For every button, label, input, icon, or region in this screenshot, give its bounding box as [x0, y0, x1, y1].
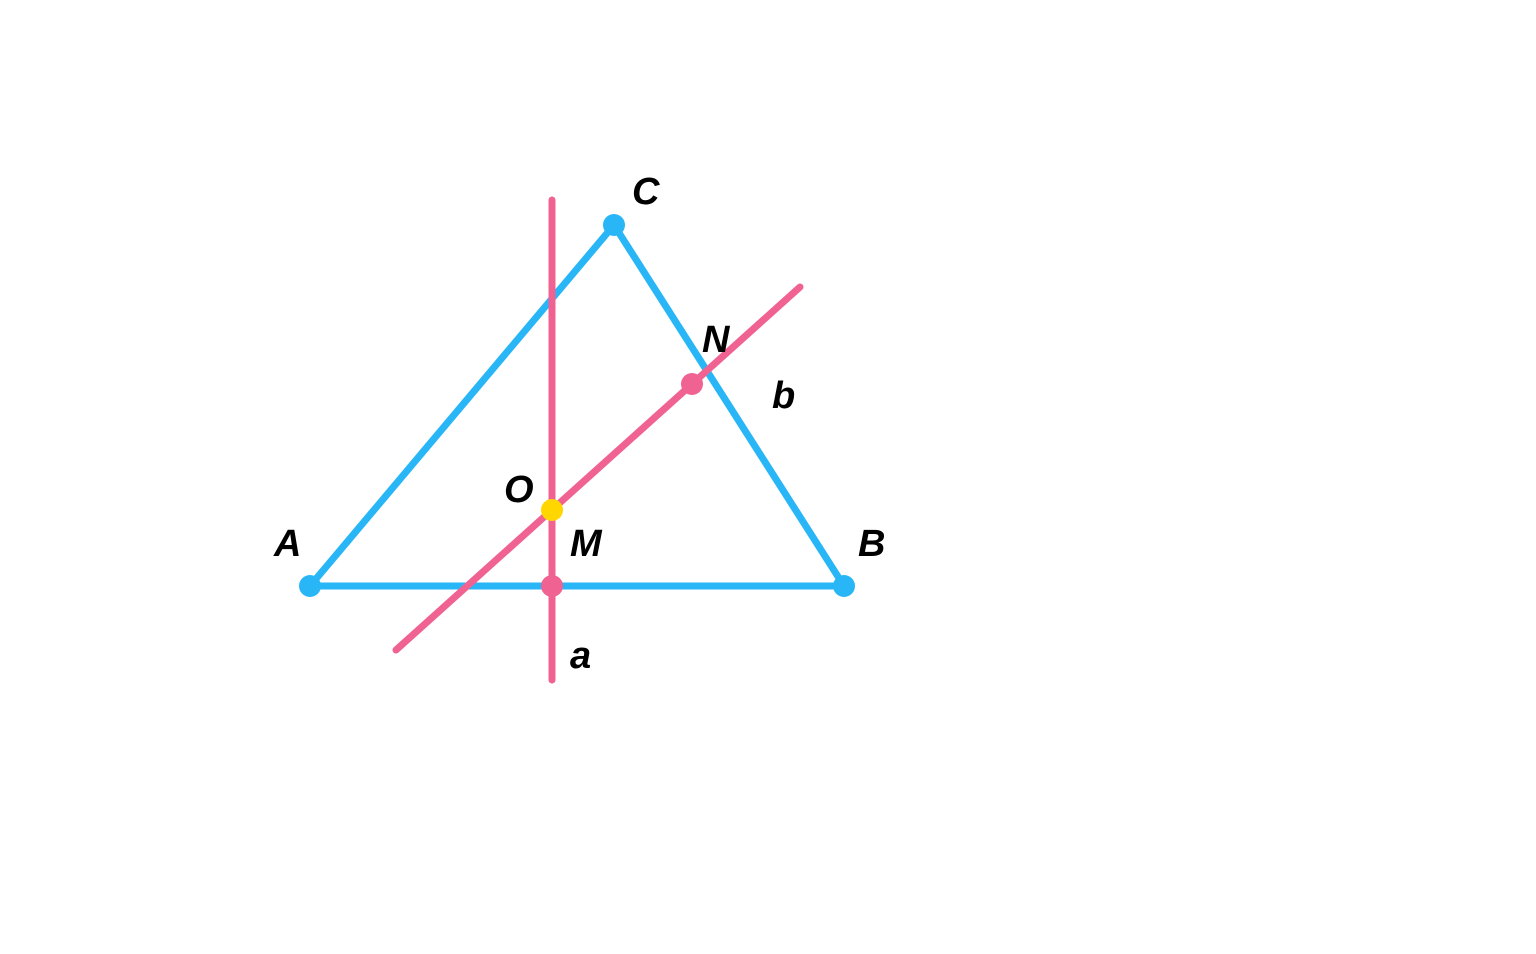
midpoint-N	[681, 373, 703, 395]
geometry-diagram: A B C M N Oa b	[0, 0, 1536, 954]
label-line-a: a	[570, 635, 591, 677]
label-N: N	[702, 319, 731, 361]
label-line-b: b	[772, 375, 795, 417]
vertex-B	[833, 575, 855, 597]
midpoint-M	[541, 575, 563, 597]
label-M: M	[570, 523, 603, 565]
vertex-A	[299, 575, 321, 597]
triangle-edge	[614, 225, 844, 586]
vertex-C	[603, 214, 625, 236]
bisector-line-b	[396, 287, 800, 650]
label-O: O	[504, 469, 534, 511]
label-C: C	[632, 171, 660, 213]
label-B: B	[858, 523, 885, 565]
circumcenter-O	[541, 499, 563, 521]
label-A: A	[273, 523, 301, 565]
triangle-edge	[310, 225, 614, 586]
